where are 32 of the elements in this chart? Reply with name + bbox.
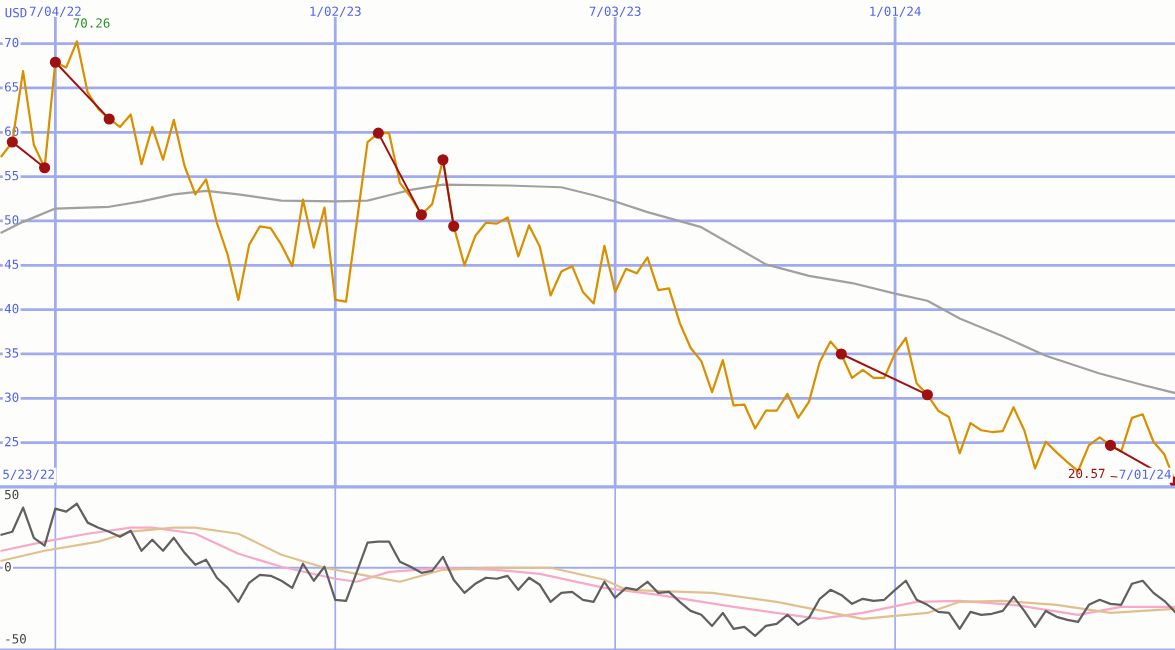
y-tick-label: 0 [4, 561, 11, 572]
y-tick-label: 55 [5, 170, 19, 181]
y-tick-label: 70 [5, 37, 19, 48]
point [415, 209, 427, 221]
y-tick-label: 50 [5, 489, 19, 500]
x-tick-label: 1/01/24 [870, 6, 921, 17]
point [49, 56, 61, 68]
point [103, 113, 115, 125]
y-tick-label: 30 [5, 392, 19, 402]
point [448, 220, 460, 232]
annotation: 7/01/24 [1119, 469, 1171, 480]
point [921, 389, 933, 401]
y-tick-label: 65 [4, 82, 19, 92]
point [835, 348, 847, 360]
point [372, 127, 384, 139]
line-series [0, 526, 1175, 620]
x-tick-label: 1/02/23 [310, 6, 361, 17]
annotation: 20.57 [1068, 468, 1105, 479]
y-tick-label: 45 [4, 259, 19, 269]
y-tick-label: -50 [6, 634, 26, 644]
point [6, 136, 18, 148]
point [437, 154, 449, 166]
x-tick-label: 7/04/22 [29, 6, 81, 17]
y-tick-label: 50 [5, 215, 19, 225]
y-tick-label: 35 [5, 348, 19, 358]
y-tick-label: 25 [5, 436, 19, 447]
y-axis-title: USD [5, 7, 27, 18]
x-tick-label: 7/03/23 [589, 6, 641, 17]
point [39, 162, 51, 174]
annotation: 70.26 [73, 18, 110, 28]
y-tick-label: 40 [4, 303, 19, 314]
annotation: 5/23/22 [3, 469, 54, 480]
